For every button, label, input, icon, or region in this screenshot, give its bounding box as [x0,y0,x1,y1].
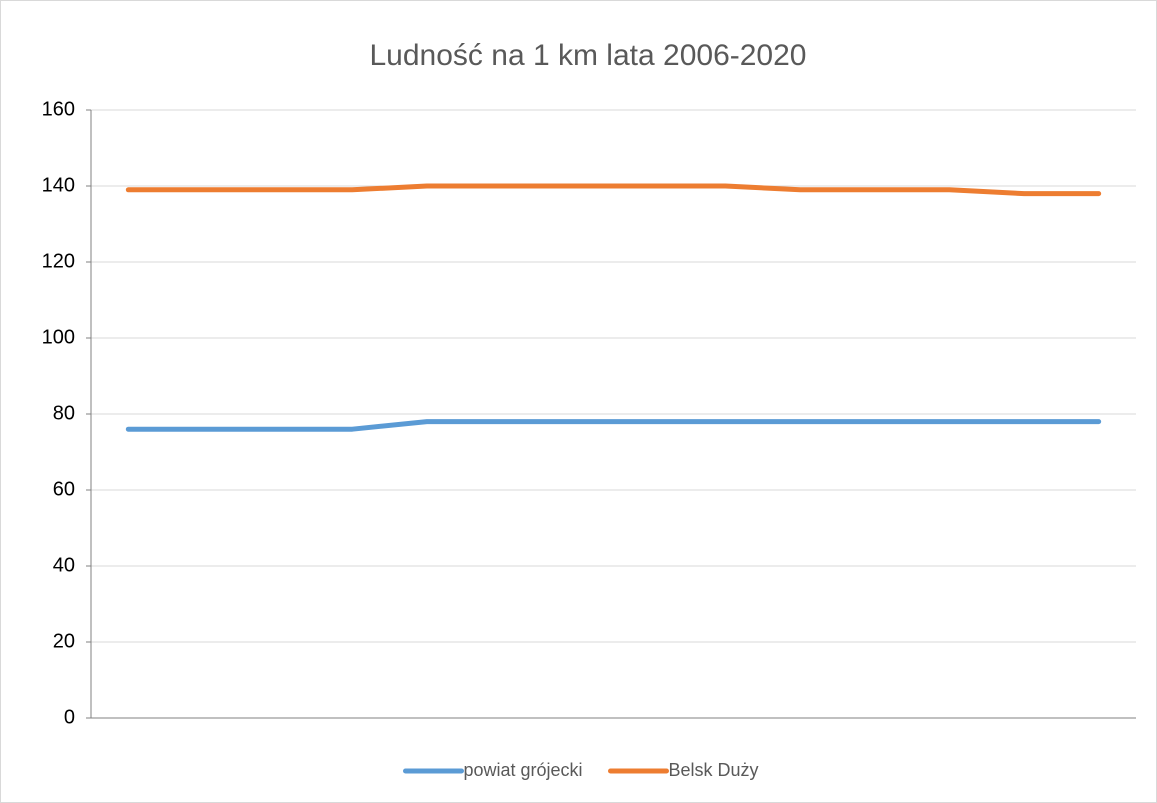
y-tick-label: 160 [42,98,75,120]
legend-label: powiat grójecki [464,760,583,780]
y-tick-label: 140 [42,174,75,196]
chart-title: Ludność na 1 km lata 2006-2020 [370,39,807,72]
y-tick-label: 40 [53,554,75,576]
legend-label: Belsk Duży [669,760,759,780]
y-tick-label: 80 [53,402,75,424]
series-line [125,419,1102,432]
y-tick-label: 120 [42,250,75,272]
y-tick-label: 100 [42,326,75,348]
y-tick-label: 20 [53,630,75,652]
series-line [125,183,1102,197]
y-tick-label: 60 [53,478,75,500]
y-tick-label: 0 [64,706,75,728]
